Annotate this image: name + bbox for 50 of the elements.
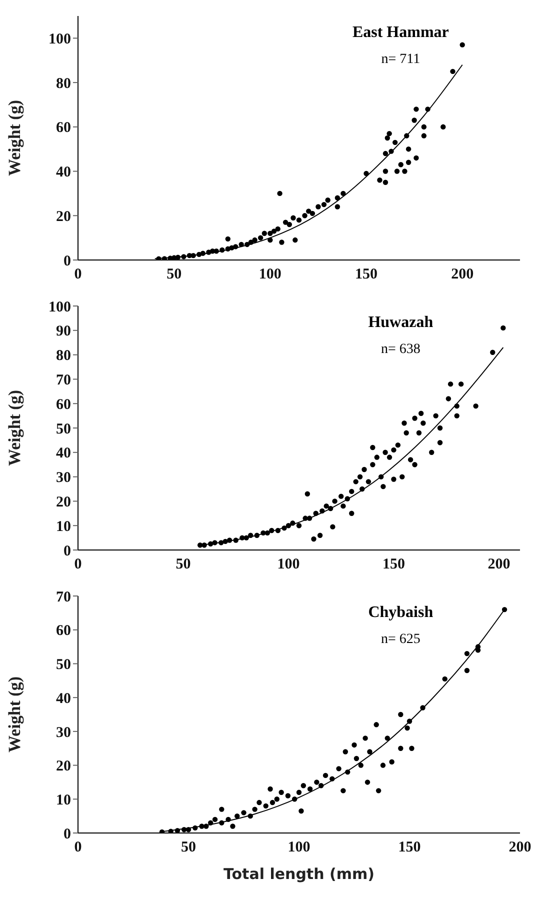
- x-tick-label: 100: [258, 266, 282, 283]
- x-tick-label: 150: [398, 840, 421, 856]
- y-tick-label: 20: [56, 758, 71, 775]
- text: Huwazah: [367, 314, 434, 332]
- x-tick-label: 200: [488, 556, 510, 573]
- y-tick-label: 40: [56, 164, 71, 181]
- y-tick-label: 90: [56, 324, 71, 340]
- y-tick-label: 0: [64, 543, 71, 560]
- text: East Hammar: [351, 24, 450, 42]
- y-tick-label: 50: [56, 421, 71, 438]
- x-axis-title: Total length (mm): [224, 865, 374, 883]
- y-tick-label: 10: [56, 792, 71, 808]
- y-tick-label: 10: [56, 518, 71, 535]
- y-tick-label: 100: [48, 32, 71, 48]
- y-axis-title: Weight (g): [5, 390, 24, 466]
- x-tick-label: 50: [176, 556, 191, 573]
- y-tick-label: 20: [56, 208, 71, 225]
- y-tick-label: 70: [56, 589, 71, 606]
- y-tick-label: 100: [48, 299, 71, 316]
- x-tick-label: 150: [355, 266, 378, 283]
- x-tick-label: 100: [277, 556, 300, 573]
- y-tick-label: 0: [64, 826, 71, 842]
- y-tick-label: 20: [56, 494, 71, 511]
- x-tick-label: 200: [508, 840, 532, 856]
- y-tick-label: 80: [56, 348, 71, 364]
- y-tick-label: 60: [56, 120, 71, 136]
- x-tick-label: 0: [74, 556, 82, 573]
- x-tick-label: 0: [74, 266, 82, 283]
- x-tick-label: 50: [181, 840, 196, 856]
- annotation: n= 625: [380, 632, 422, 648]
- y-axis-title: Weight (g): [5, 676, 24, 753]
- y-tick-label: 60: [56, 396, 71, 413]
- annotation: n= 638: [380, 342, 422, 358]
- y-tick-label: 80: [56, 76, 71, 92]
- y-tick-label: 40: [56, 690, 71, 707]
- y-axis-title: Weight (g): [5, 100, 24, 176]
- y-tick-label: 0: [64, 253, 71, 270]
- x-tick-label: 0: [74, 840, 82, 856]
- y-tick-label: 60: [56, 623, 71, 640]
- y-tick-label: 30: [56, 470, 71, 486]
- x-tick-label: 50: [166, 266, 182, 283]
- text: Chybaish: [367, 604, 434, 622]
- y-tick-label: 40: [56, 446, 71, 462]
- y-tick-label: 50: [56, 657, 71, 674]
- annotation: n= 711: [380, 52, 422, 68]
- y-tick-label: 30: [56, 724, 71, 741]
- x-tick-label: 200: [451, 266, 474, 283]
- x-tick-label: 150: [382, 556, 405, 573]
- x-tick-label: 100: [288, 840, 310, 856]
- y-tick-label: 70: [56, 372, 71, 389]
